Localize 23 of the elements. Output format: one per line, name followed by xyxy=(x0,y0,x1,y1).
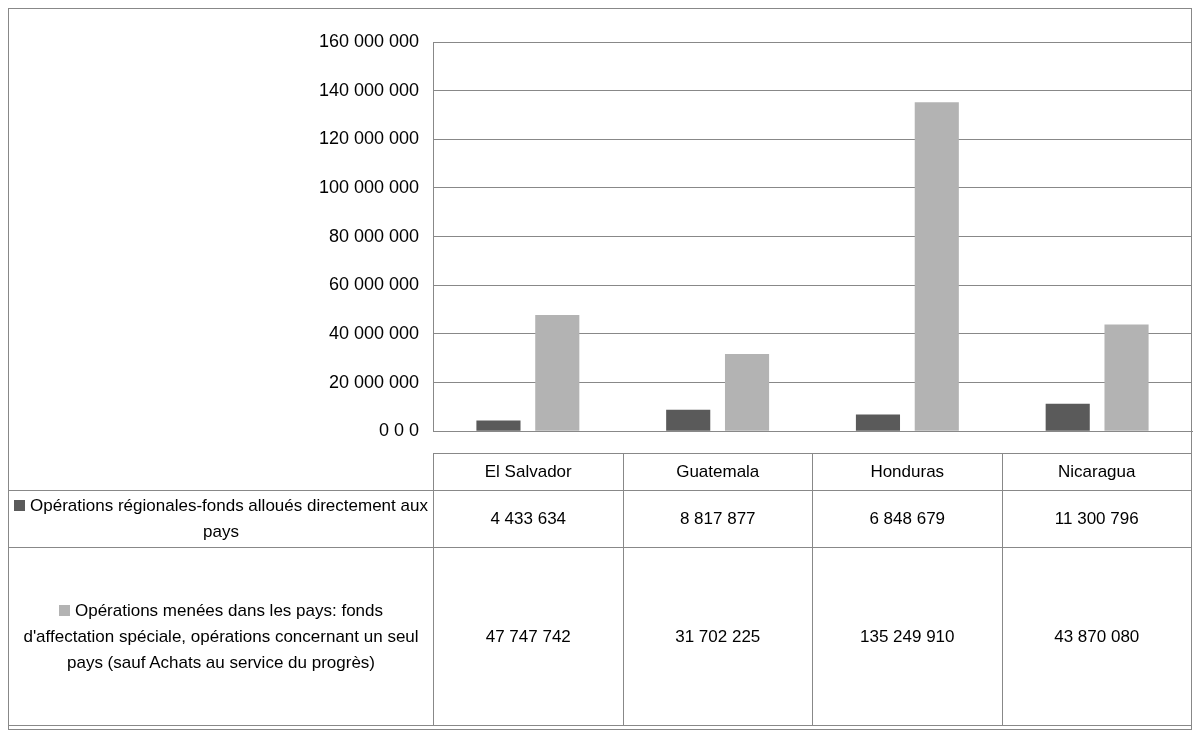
data-label: 6 848 679 xyxy=(812,490,1002,548)
y-tick-label: 40 000 000 xyxy=(328,322,419,343)
data-label: 8 817 877 xyxy=(623,490,813,548)
y-tick-label: 100 000 000 xyxy=(318,176,419,197)
y-tick-label: 80 000 000 xyxy=(328,225,419,246)
legend-label: Opérations menées dans les pays: fonds d'affectation spéciale, opérations concernant un seul pays (sauf Achats au service du progrès) xyxy=(8,547,434,726)
data-label: 31 702 225 xyxy=(623,547,813,726)
data-label: 11 300 796 xyxy=(1002,490,1192,548)
y-tick-label: 0 0 0 xyxy=(378,420,419,441)
x-tick-label: Guatemala xyxy=(623,453,813,491)
y-tick-label: 160 000 000 xyxy=(318,30,419,51)
data-label: 135 249 910 xyxy=(812,547,1002,726)
x-tick-label: Honduras xyxy=(812,453,1002,491)
data-label: 43 870 080 xyxy=(1002,547,1192,726)
y-tick-label: 20 000 000 xyxy=(328,371,419,392)
legend-label: Opérations régionales-fonds alloués directement aux pays xyxy=(8,490,434,548)
y-tick-label: 120 000 000 xyxy=(318,128,419,149)
data-label: 4 433 634 xyxy=(433,490,623,548)
y-tick-label: 140 000 000 xyxy=(318,79,419,100)
data-label: 47 747 742 xyxy=(433,547,623,726)
x-tick-label: Nicaragua xyxy=(1002,453,1192,491)
x-tick-label: El Salvador xyxy=(433,453,623,491)
y-tick-label: 60 000 000 xyxy=(328,274,419,295)
